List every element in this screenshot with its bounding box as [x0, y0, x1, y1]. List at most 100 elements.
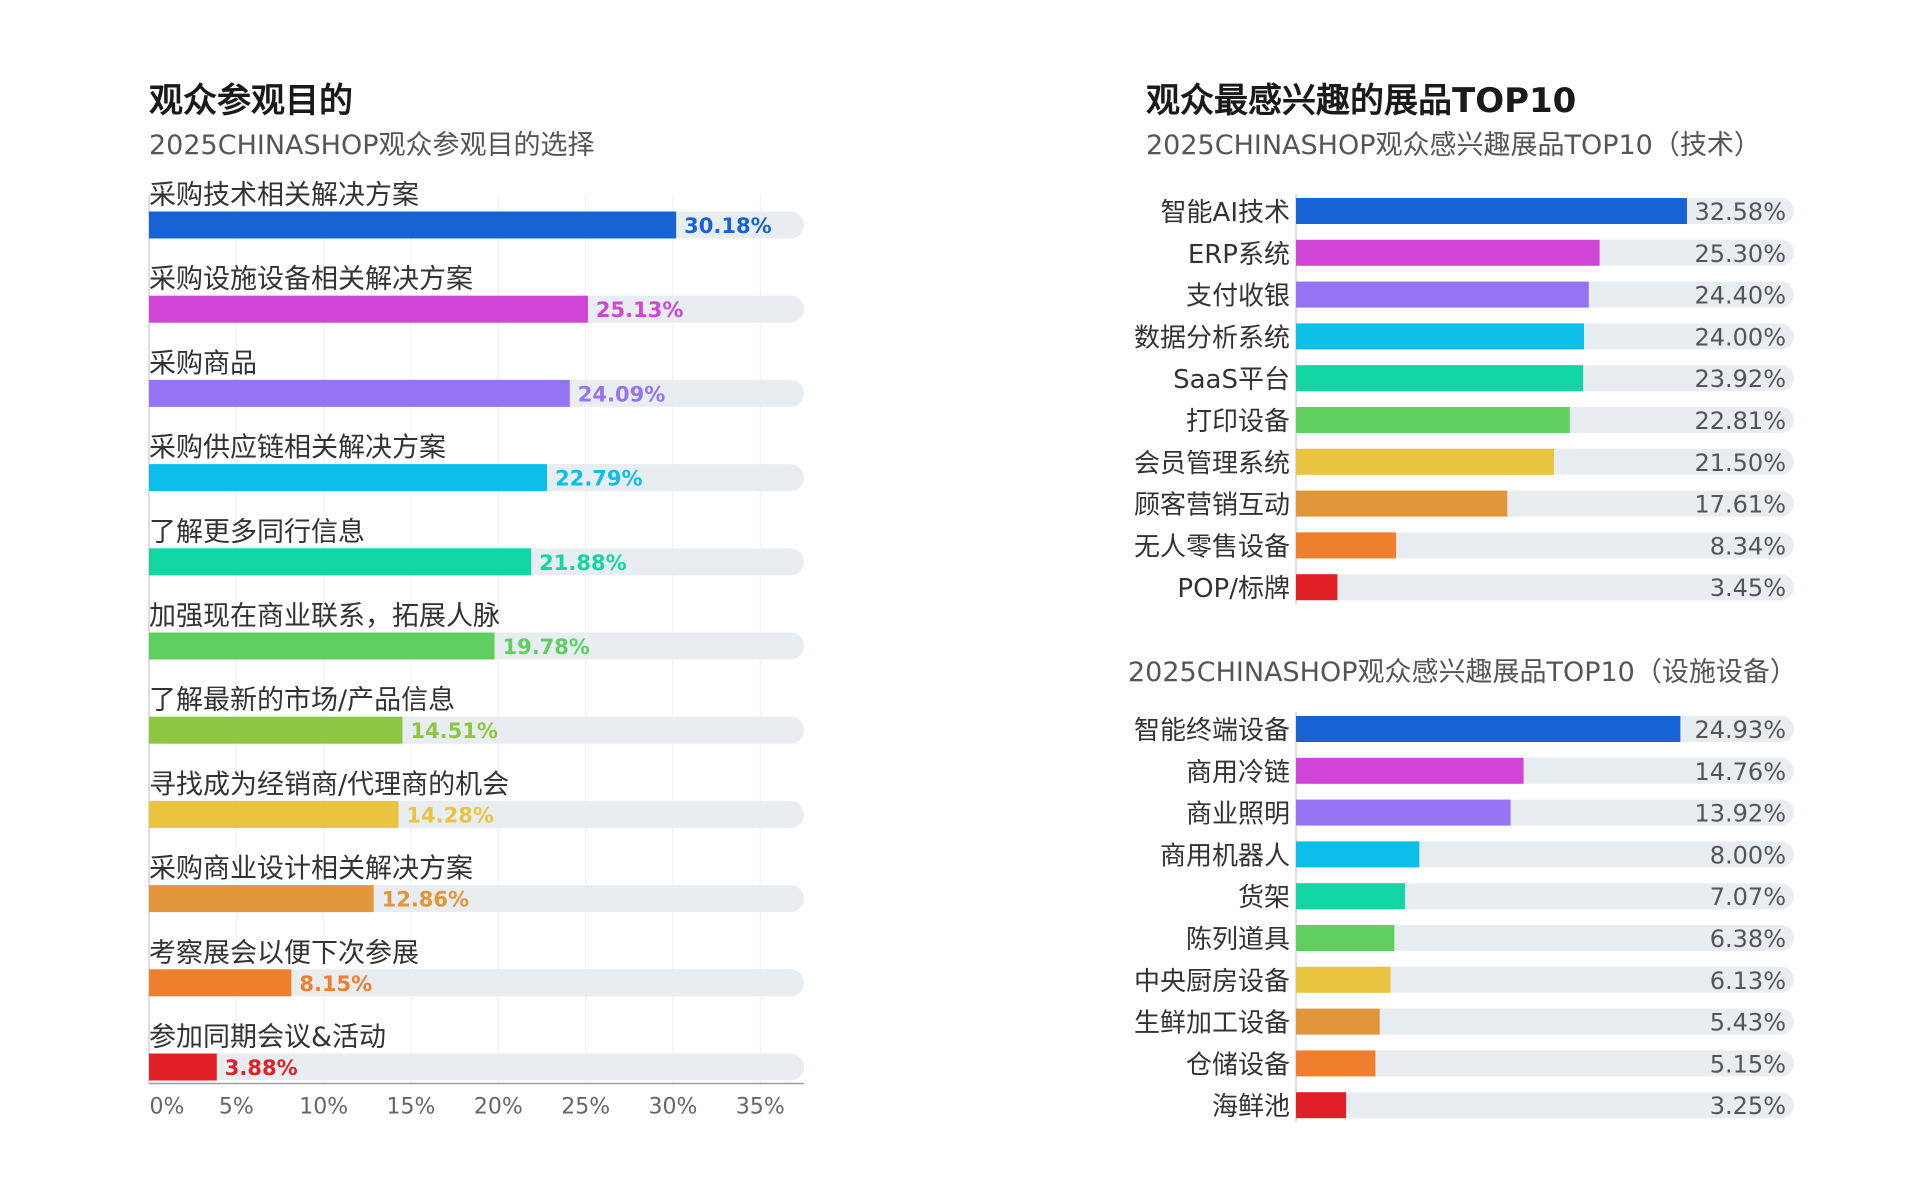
value-label: 3.25% [1710, 1092, 1786, 1120]
bar-track [1296, 574, 1794, 601]
chart1-subtitle: 2025CHINASHOP观众参观目的选择 [149, 130, 594, 161]
chart2-subtitle: 2025CHINASHOP观众感兴趣展品TOP10（技术） [1146, 130, 1761, 161]
category-label: 智能终端设备 [1134, 716, 1290, 746]
category-label: 考察展会以便下次参展 [149, 938, 419, 969]
bar [1296, 281, 1589, 308]
value-label: 21.50% [1694, 449, 1786, 477]
bar [149, 548, 532, 576]
category-label: 商业照明 [1186, 800, 1290, 830]
category-label: 无人零售设备 [1134, 532, 1290, 562]
category-label: 商用冷链 [1186, 758, 1290, 788]
bar [1296, 323, 1584, 350]
bar [149, 885, 374, 913]
category-label: 采购供应链相关解决方案 [149, 433, 446, 464]
bar [1296, 757, 1524, 784]
value-label: 24.93% [1694, 716, 1786, 744]
bar [1296, 448, 1554, 475]
value-label: 8.34% [1710, 532, 1786, 560]
bar [149, 632, 495, 660]
chart-visit-purpose: 0% 5% 10% 15% 20% 25% 30% 35% 采购技术相关解决方案 30.18% 采购… [148, 180, 804, 1120]
bar [1296, 490, 1508, 517]
bar-track [1296, 966, 1794, 993]
bar [1296, 841, 1420, 868]
bar-track [1296, 1008, 1794, 1035]
x-tick-label: 0% [150, 1095, 185, 1120]
value-label: 24.40% [1694, 282, 1786, 310]
value-label: 25.30% [1694, 240, 1786, 268]
bar [1296, 365, 1584, 392]
value-label: 30.18% [684, 214, 771, 238]
bar [149, 716, 403, 744]
value-label: 17.61% [1694, 491, 1786, 519]
bar [149, 379, 570, 407]
chart2-title: 观众最感兴趣的展品TOP10 [1146, 81, 1576, 121]
bar [1296, 799, 1511, 826]
value-label: 14.76% [1694, 758, 1786, 786]
x-tick-label: 5% [219, 1095, 254, 1120]
category-label: 参加同期会议&活动 [149, 1022, 386, 1053]
bar [1296, 925, 1395, 951]
chart-top10-tech: 智能AI技术 32.58% ERP系统 25.30% 支付收银 24.40% 数据分析系统 2… [1134, 194, 1794, 605]
category-label: 顾客营销互动 [1134, 491, 1290, 521]
bar [149, 969, 292, 997]
bar [149, 800, 399, 828]
value-label: 19.78% [502, 635, 589, 659]
value-label: 3.45% [1710, 574, 1786, 602]
value-label: 22.79% [555, 467, 642, 491]
category-label: POP/标牌 [1177, 574, 1290, 604]
value-label: 23.92% [1694, 365, 1786, 393]
category-label: 支付收银 [1186, 282, 1290, 312]
x-tick-label: 30% [649, 1095, 698, 1120]
value-label: 12.86% [382, 888, 469, 912]
category-label: 采购商业设计相关解决方案 [149, 854, 473, 885]
value-label: 24.09% [578, 382, 665, 406]
value-label: 3.88% [225, 1056, 298, 1080]
value-label: 5.43% [1710, 1009, 1786, 1037]
value-label: 21.88% [539, 551, 626, 575]
category-label: 中央厨房设备 [1134, 967, 1290, 997]
value-label: 6.13% [1710, 967, 1786, 995]
category-label: 寻找成为经销商/代理商的机会 [149, 769, 509, 800]
category-label: 采购设施设备相关解决方案 [149, 264, 473, 295]
category-label: 了解更多同行信息 [149, 517, 365, 548]
category-label: 生鲜加工设备 [1134, 1009, 1290, 1039]
category-label: 商用机器人 [1160, 841, 1290, 871]
category-label: 仓储设备 [1186, 1050, 1290, 1080]
bar [1296, 532, 1397, 559]
bar-track [1296, 1050, 1794, 1077]
bar-track [1296, 883, 1794, 910]
bar-track [1296, 1092, 1794, 1119]
category-label: 数据分析系统 [1134, 323, 1290, 353]
category-label: 货架 [1238, 883, 1290, 913]
bar [1296, 239, 1600, 266]
value-label: 8.15% [299, 972, 372, 996]
bar-track [149, 1053, 804, 1081]
bar [1296, 883, 1406, 910]
bar [1296, 716, 1681, 742]
category-label: 打印设备 [1186, 407, 1290, 437]
chart-top10-equipment: 智能终端设备 24.93% 商用冷链 14.76% 商业照明 13.92% 商用机器人 8.0… [1134, 712, 1794, 1123]
bar [149, 211, 677, 239]
bar [1296, 1050, 1376, 1077]
bar-track [1296, 841, 1794, 868]
value-label: 25.13% [596, 298, 683, 322]
value-label: 6.38% [1710, 925, 1786, 953]
chart3-subtitle: 2025CHINASHOP观众感兴趣展品TOP10（设施设备） [1128, 657, 1797, 688]
bar [149, 1053, 217, 1081]
x-tick-label: 10% [299, 1095, 348, 1120]
value-label: 14.28% [406, 803, 493, 827]
bar [1296, 198, 1687, 224]
bar [1296, 1008, 1380, 1035]
value-label: 14.51% [410, 719, 497, 743]
value-label: 32.58% [1694, 198, 1786, 226]
x-tick-label: 25% [561, 1095, 610, 1120]
value-label: 13.92% [1694, 800, 1786, 828]
x-tick-label: 20% [474, 1095, 523, 1120]
bar [1296, 1092, 1347, 1119]
category-label: 采购商品 [149, 348, 257, 379]
category-label: 了解最新的市场/产品信息 [149, 685, 455, 716]
bar [1296, 407, 1570, 433]
category-label: SaaS平台 [1173, 365, 1290, 395]
x-tick-label: 35% [736, 1095, 785, 1120]
